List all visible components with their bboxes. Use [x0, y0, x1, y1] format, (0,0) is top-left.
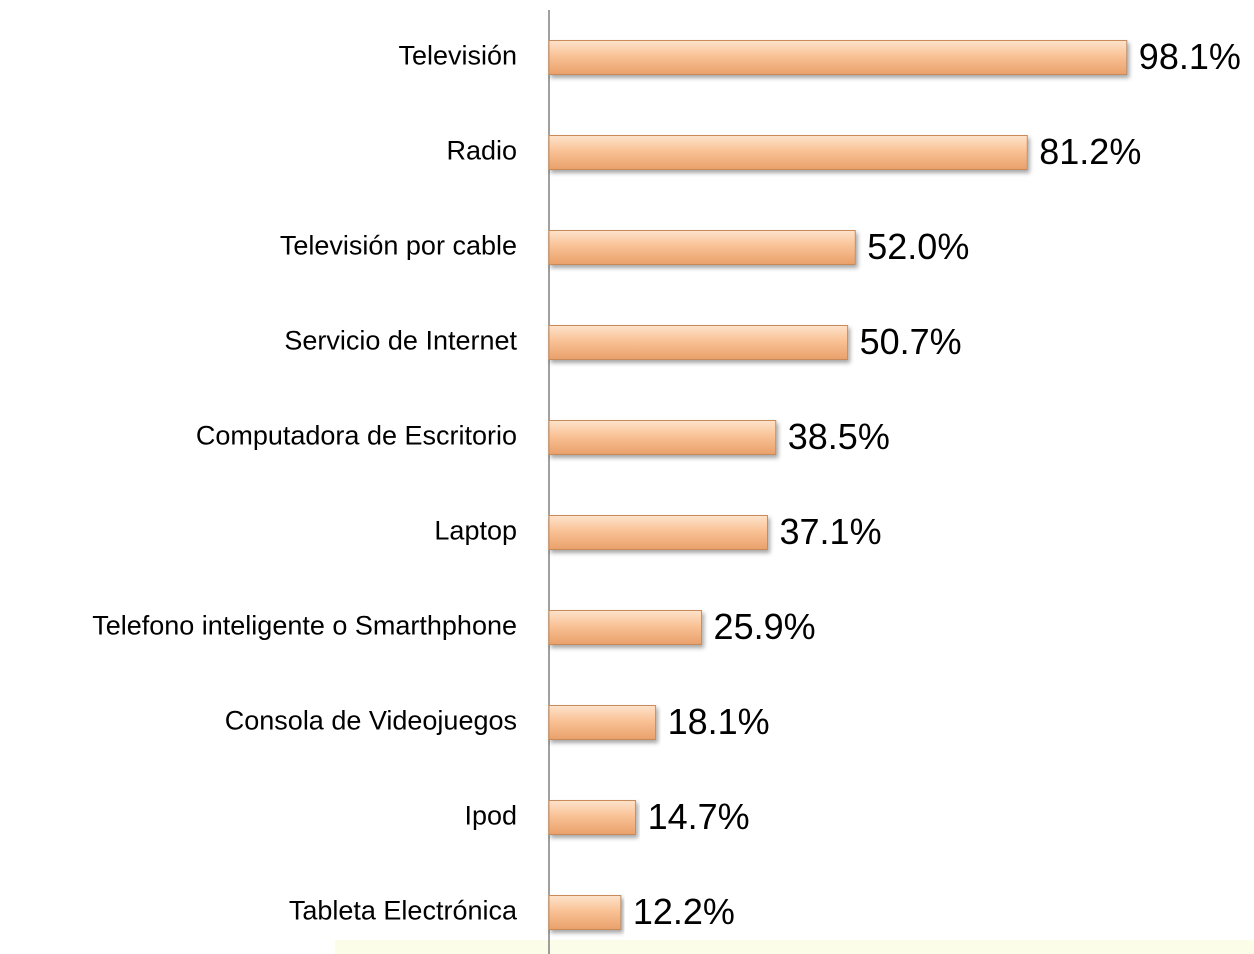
category-label: Televisión por cable: [280, 231, 517, 261]
category-label: Servicio de Internet: [284, 326, 517, 356]
category-label: Consola de Videojuegos: [225, 706, 517, 736]
value-label: 38.5%: [788, 416, 890, 457]
bar: [548, 705, 657, 740]
footer-band: [335, 940, 1254, 954]
bar: [548, 135, 1028, 170]
category-label: Telefono inteligente o Smarthphone: [92, 611, 517, 641]
value-label: 52.0%: [867, 226, 969, 267]
bar: [548, 800, 637, 835]
value-label: 98.1%: [1139, 36, 1241, 77]
bar: [548, 515, 769, 550]
value-label: 25.9%: [714, 606, 816, 647]
category-label: Radio: [446, 136, 517, 166]
bar: [548, 230, 856, 265]
value-label: 18.1%: [668, 701, 770, 742]
value-label: 12.2%: [633, 891, 735, 932]
category-label: Computadora de Escritorio: [196, 421, 517, 451]
bar: [548, 610, 703, 645]
bar: [548, 895, 622, 930]
category-label: Tableta Electrónica: [289, 896, 518, 926]
bar: [548, 420, 777, 455]
bar: [548, 325, 849, 360]
category-label: Laptop: [434, 516, 517, 546]
value-label: 81.2%: [1039, 131, 1141, 172]
category-label: Ipod: [464, 801, 517, 831]
category-label: Televisión: [398, 41, 517, 71]
value-label: 14.7%: [648, 796, 750, 837]
value-label: 50.7%: [860, 321, 962, 362]
value-label: 37.1%: [780, 511, 882, 552]
bar: [548, 40, 1128, 75]
